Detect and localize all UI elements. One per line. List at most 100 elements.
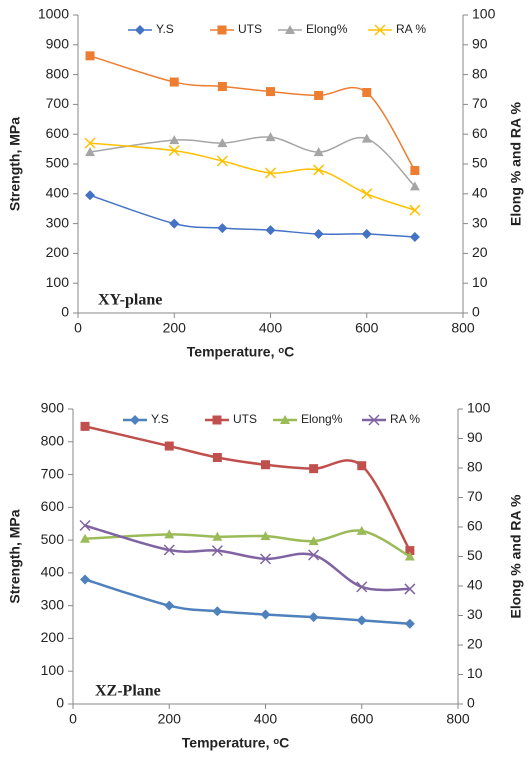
- series-line: [89, 136, 416, 187]
- y-tick-label: 800: [46, 65, 70, 81]
- legend-marker: [368, 414, 380, 426]
- data-point: [164, 529, 175, 539]
- y2-tick-label: 90: [472, 36, 488, 52]
- y-tick-label: 0: [56, 695, 64, 711]
- y2-tick-label: 70: [472, 95, 488, 111]
- data-point: [313, 164, 325, 176]
- legend-label: UTS: [238, 22, 262, 36]
- legend-label: Elong%: [301, 412, 343, 426]
- legend-marker: [217, 25, 227, 35]
- data-point: [260, 531, 271, 541]
- data-point: [84, 137, 96, 149]
- y2-tick-label: 100: [467, 400, 491, 416]
- y2-tick-label: 10: [472, 274, 488, 290]
- legend-label: RA %: [396, 22, 426, 36]
- y2-tick-label: 30: [467, 606, 483, 622]
- data-point: [266, 87, 275, 97]
- legend-marker: [130, 415, 140, 425]
- y-tick-label: 400: [41, 564, 65, 580]
- y2-tick-label: 20: [467, 636, 483, 652]
- y2-tick-label: 40: [472, 185, 488, 201]
- y2-tick-label: 100: [472, 6, 496, 22]
- data-point: [80, 533, 91, 543]
- data-point: [211, 545, 223, 557]
- y2-tick-label: 60: [467, 518, 483, 534]
- data-point: [169, 135, 180, 145]
- data-point: [409, 204, 421, 216]
- legend-label: UTS: [233, 412, 257, 426]
- y-tick-label: 600: [41, 498, 65, 514]
- y-tick-label: 1000: [38, 6, 69, 22]
- y-tick-label: 0: [61, 304, 69, 320]
- y2-tick-label: 50: [467, 547, 483, 563]
- data-point: [357, 461, 367, 471]
- data-point: [85, 51, 95, 61]
- y-tick-label: 200: [46, 244, 70, 260]
- legend-label: RA %: [390, 412, 420, 426]
- y-tick-label: 600: [46, 125, 70, 141]
- y2-tick-label: 30: [472, 214, 488, 230]
- x-tick-label: 400: [254, 711, 278, 727]
- data-point: [80, 574, 91, 585]
- x-axis-title: Temperature, ᵒC: [187, 344, 294, 360]
- data-point: [361, 229, 372, 240]
- data-point: [356, 525, 367, 535]
- y2-tick-label: 80: [472, 65, 488, 81]
- y2-axis-title: Elong % and RA %: [508, 101, 524, 225]
- y2-tick-label: 20: [472, 244, 488, 260]
- x-tick-label: 200: [158, 711, 182, 727]
- data-point: [80, 421, 90, 431]
- data-point: [308, 549, 320, 561]
- data-point: [212, 606, 223, 617]
- x-tick-label: 0: [74, 320, 82, 336]
- y-tick-label: 800: [41, 432, 65, 448]
- y2-tick-label: 80: [467, 459, 483, 475]
- data-point: [404, 551, 415, 561]
- y-tick-label: 300: [46, 214, 70, 230]
- data-point: [260, 609, 271, 620]
- y-tick-label: 200: [41, 629, 65, 645]
- y-tick-label: 300: [41, 596, 65, 612]
- y-tick-label: 700: [41, 465, 65, 481]
- series-line: [89, 55, 416, 171]
- y2-tick-label: 10: [467, 665, 483, 681]
- data-point: [163, 544, 175, 556]
- data-point: [265, 132, 276, 142]
- data-point: [217, 138, 228, 148]
- y2-tick-label: 0: [472, 304, 480, 320]
- x-tick-label: 0: [69, 711, 77, 727]
- data-point: [410, 166, 420, 176]
- y-axis-title: Strength, MPa: [7, 509, 23, 603]
- data-point: [308, 612, 319, 623]
- legend-label: Y.S: [151, 412, 169, 426]
- series-line: [89, 142, 416, 211]
- data-point: [404, 618, 415, 629]
- data-point: [405, 546, 415, 556]
- data-point: [212, 453, 222, 463]
- legend-marker: [135, 25, 145, 35]
- y2-tick-label: 70: [467, 488, 483, 504]
- data-point: [314, 90, 324, 100]
- data-point: [313, 147, 324, 157]
- data-point: [169, 218, 180, 229]
- y-tick-label: 100: [46, 274, 70, 290]
- data-point: [356, 615, 367, 626]
- legend-label: Y.S: [156, 22, 174, 36]
- y2-axis-title: Elong % and RA %: [508, 494, 524, 618]
- data-point: [362, 87, 372, 97]
- x-tick-label: 800: [451, 320, 475, 336]
- x-tick-label: 200: [163, 320, 187, 336]
- data-point: [308, 536, 319, 546]
- data-point: [79, 519, 91, 532]
- legend-marker: [212, 415, 222, 425]
- y2-tick-label: 0: [467, 695, 475, 711]
- y-tick-label: 100: [41, 662, 65, 678]
- data-point: [309, 464, 319, 474]
- y2-tick-label: 50: [472, 155, 488, 171]
- legend-marker: [280, 415, 290, 424]
- x-axis-title: Temperature, ᵒC: [182, 735, 289, 751]
- annotation: XY-plane: [98, 292, 162, 309]
- annotation: XZ-Plane: [95, 683, 161, 700]
- data-point: [361, 188, 373, 200]
